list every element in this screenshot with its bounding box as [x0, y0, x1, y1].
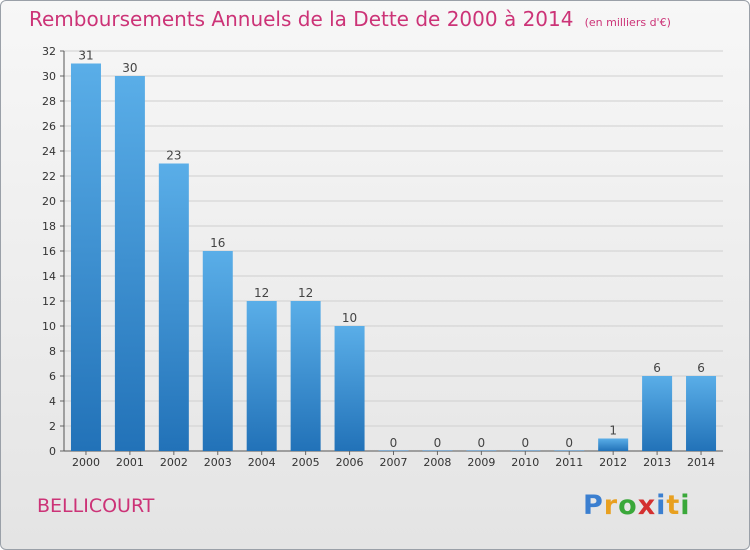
bar	[598, 438, 629, 451]
logo-letter: r	[603, 490, 619, 521]
y-tick-label: 14	[42, 270, 56, 283]
commune-name: BELLICOURT	[37, 495, 155, 517]
chart-unit: (en milliers d'€)	[584, 16, 671, 29]
data-label: 10	[342, 311, 357, 325]
data-label: 6	[653, 361, 661, 375]
bar	[554, 450, 585, 451]
bar	[334, 326, 365, 451]
bar	[642, 376, 673, 451]
y-tick-label: 12	[42, 295, 56, 308]
x-tick-label: 2008	[423, 456, 451, 469]
y-tick-label: 24	[42, 145, 56, 158]
data-label: 30	[122, 61, 137, 75]
x-tick-label: 2000	[72, 456, 100, 469]
data-label: 1	[609, 424, 617, 438]
logo-letter: o	[618, 490, 638, 521]
logo-letter: P	[583, 490, 604, 521]
logo-letter: i	[680, 490, 691, 521]
logo-letter: t	[666, 490, 681, 521]
data-label: 0	[565, 436, 573, 450]
bar	[686, 376, 717, 451]
x-tick-label: 2013	[643, 456, 671, 469]
y-tick-label: 32	[42, 45, 56, 58]
bar	[114, 76, 145, 451]
bar	[70, 63, 101, 451]
y-tick-label: 6	[49, 370, 56, 383]
x-tick-label: 2005	[292, 456, 320, 469]
x-tick-label: 2014	[687, 456, 715, 469]
x-tick-label: 2011	[555, 456, 583, 469]
x-tick-label: 2012	[599, 456, 627, 469]
proxiti-logo: Proxiti	[583, 490, 691, 521]
y-tick-label: 2	[49, 420, 56, 433]
bar	[378, 450, 409, 451]
x-tick-label: 2002	[160, 456, 188, 469]
data-label: 31	[78, 49, 93, 63]
bar	[202, 251, 233, 451]
data-label: 0	[434, 436, 442, 450]
y-tick-label: 8	[49, 345, 56, 358]
y-tick-label: 22	[42, 170, 56, 183]
data-label: 16	[210, 236, 225, 250]
y-tick-label: 30	[42, 70, 56, 83]
bar	[466, 450, 497, 451]
logo-letter: x	[637, 490, 657, 521]
data-label: 23	[166, 149, 181, 163]
x-tick-label: 2001	[116, 456, 144, 469]
data-label: 12	[298, 286, 313, 300]
title-row: Remboursements Annuels de la Dette de 20…	[29, 7, 671, 31]
x-tick-label: 2010	[511, 456, 539, 469]
bar	[510, 450, 541, 451]
data-label: 0	[521, 436, 529, 450]
y-tick-label: 20	[42, 195, 56, 208]
data-label: 6	[697, 361, 705, 375]
bar	[290, 301, 321, 451]
data-label: 0	[478, 436, 486, 450]
y-tick-label: 28	[42, 95, 56, 108]
logo-letter: i	[656, 490, 667, 521]
x-tick-label: 2007	[380, 456, 408, 469]
y-tick-label: 16	[42, 245, 56, 258]
bar	[158, 163, 189, 451]
data-label: 0	[390, 436, 398, 450]
y-tick-label: 0	[49, 445, 56, 458]
bar	[246, 301, 277, 451]
data-label: 12	[254, 286, 269, 300]
x-tick-label: 2003	[204, 456, 232, 469]
y-tick-label: 18	[42, 220, 56, 233]
x-tick-label: 2004	[248, 456, 276, 469]
bar	[422, 450, 453, 451]
y-tick-label: 4	[49, 395, 56, 408]
chart-title: Remboursements Annuels de la Dette de 20…	[29, 7, 574, 31]
y-tick-label: 10	[42, 320, 56, 333]
y-tick-label: 26	[42, 120, 56, 133]
x-tick-label: 2009	[467, 456, 495, 469]
x-tick-label: 2006	[336, 456, 364, 469]
